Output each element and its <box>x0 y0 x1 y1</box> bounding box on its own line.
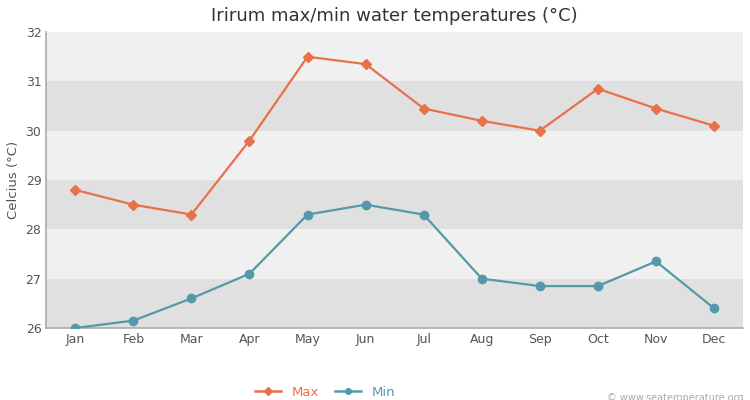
Min <box>536 284 544 288</box>
Max <box>652 106 661 111</box>
Min <box>361 202 370 207</box>
Line: Max: Max <box>72 53 718 218</box>
Max <box>187 212 196 217</box>
Min <box>245 271 254 276</box>
Min <box>303 212 312 217</box>
Max <box>129 202 138 207</box>
Max <box>361 62 370 66</box>
Max <box>303 54 312 59</box>
Max <box>419 106 428 111</box>
Min <box>70 326 80 330</box>
Min <box>187 296 196 301</box>
Bar <box>46 32 743 81</box>
Min <box>477 276 486 281</box>
Min <box>710 306 718 311</box>
Text: © www.seatemperature.org: © www.seatemperature.org <box>607 393 743 400</box>
Bar <box>46 229 743 279</box>
Max <box>245 138 254 143</box>
Min <box>129 318 138 323</box>
Bar <box>46 81 743 131</box>
Title: Irirum max/min water temperatures (°C): Irirum max/min water temperatures (°C) <box>211 7 578 25</box>
Max <box>477 118 486 123</box>
Line: Min: Min <box>71 200 718 332</box>
Max <box>710 123 718 128</box>
Min <box>652 259 661 264</box>
Max <box>536 128 544 133</box>
Bar <box>46 180 743 229</box>
Max <box>593 86 602 91</box>
Max <box>70 188 80 192</box>
Min <box>419 212 428 217</box>
Bar <box>46 131 743 180</box>
Bar <box>46 279 743 328</box>
Min <box>593 284 602 288</box>
Y-axis label: Celcius (°C): Celcius (°C) <box>7 141 20 219</box>
Legend: Max, Min: Max, Min <box>249 380 400 400</box>
